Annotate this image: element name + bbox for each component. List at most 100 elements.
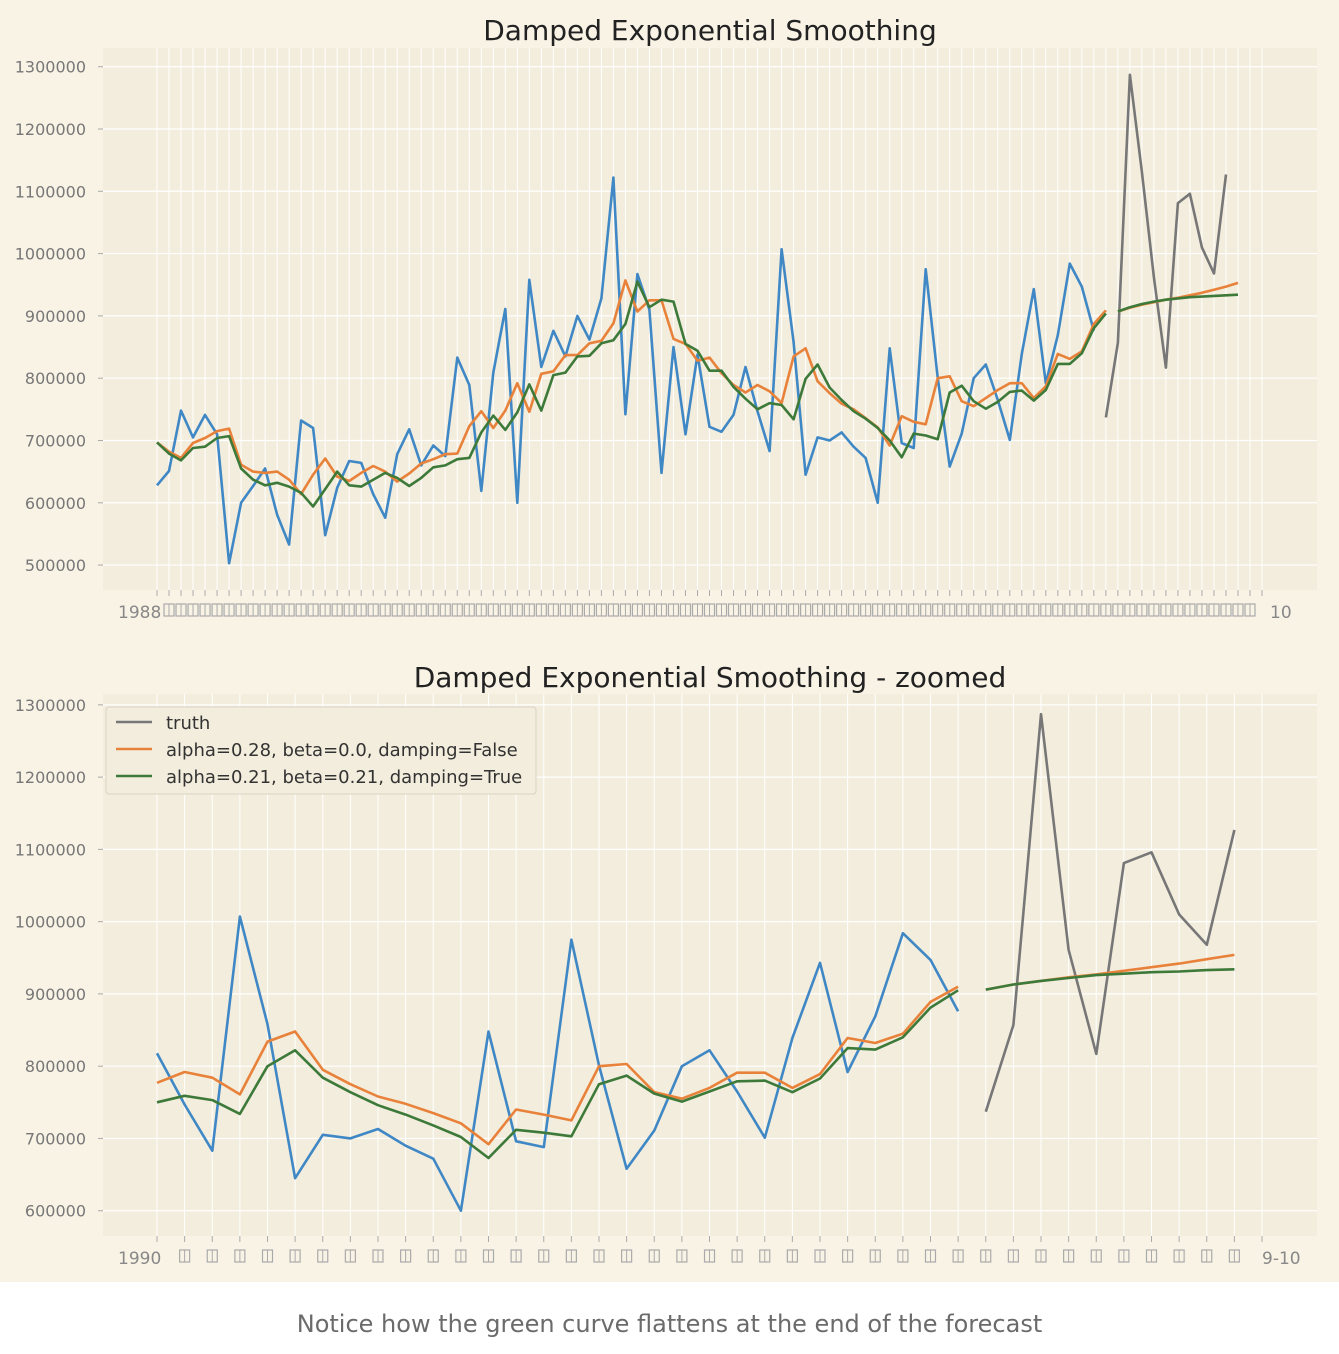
y-tick-label: 600000 [25, 1202, 86, 1221]
series-line-damping [156, 280, 1107, 508]
y-tick-label: 1200000 [15, 120, 86, 139]
x-tick-label-glyph [884, 603, 896, 617]
x-tick-label-glyph [271, 603, 283, 617]
y-tick-labels: 500000 600000 700000 800000 900000 1000000 110… [15, 58, 103, 575]
x-tick-label-glyph [307, 603, 319, 617]
x-tick-label-glyph [739, 603, 752, 617]
x-tick-label-glyph [1100, 603, 1112, 617]
x-tick-label-glyph [427, 1249, 439, 1263]
y-tick-label: 1200000 [15, 768, 86, 787]
y-tick-label: 1100000 [15, 840, 86, 859]
x-tick-label-glyph [1244, 603, 1256, 617]
series-line-damping [156, 989, 959, 1160]
x-tick-label-glyph [848, 603, 860, 617]
x-tick-label-glyph [872, 603, 884, 617]
figure-caption: Notice how the green curve flattens at t… [296, 1310, 1043, 1338]
x-tick-label-glyph [565, 1249, 577, 1263]
x-tick-labels: 1988 10 [118, 590, 1292, 623]
x-tick-label-glyph [463, 603, 475, 617]
x-tick-label-glyph [455, 1249, 467, 1263]
x-tick-label-glyph [842, 1249, 854, 1263]
x-tick-label-glyph [703, 1249, 716, 1263]
x-tick-label-glyph [897, 1249, 909, 1263]
x-tick-label-glyph [679, 603, 692, 617]
x-tick-label-glyph [944, 603, 956, 617]
x-tick-label-glyph [571, 603, 583, 617]
x-tick-label-glyph [223, 603, 235, 617]
chart-title: Damped Exponential Smoothing [483, 14, 936, 47]
x-tick-label-glyph [510, 1249, 522, 1263]
x-tick-label-glyph [163, 603, 175, 617]
x-tick-label-glyph [234, 1249, 246, 1263]
x-tick-label-glyph [1052, 603, 1064, 617]
x-tick-label-glyph [908, 603, 920, 617]
x-tick-label-glyph [1112, 603, 1124, 617]
x-tick-label-glyph [343, 603, 355, 617]
x-tick-label-glyph [1040, 603, 1052, 617]
x-tick-label-glyph [367, 603, 379, 617]
x-tick-label-glyph [824, 603, 836, 617]
x-tick-label-glyph [1035, 1249, 1047, 1263]
y-tick-label: 1300000 [15, 696, 86, 715]
x-tick-label-glyph [283, 603, 295, 617]
legend-label-no-damping: alpha=0.28, beta=0.0, damping=False [166, 740, 518, 761]
x-tick-label-glyph [206, 1249, 218, 1263]
x-tick-label-glyph [836, 603, 848, 617]
x-tick-label-glyph [1124, 603, 1136, 617]
x-tick-label-left: 1990 [118, 1249, 161, 1269]
x-tick-label-glyph [235, 603, 247, 617]
y-tick-label: 700000 [25, 431, 86, 450]
x-tick-label-glyph [980, 603, 992, 617]
x-tick-label-glyph [1184, 603, 1196, 617]
x-tick-label-glyph [667, 603, 680, 617]
figure: 500000 600000 700000 800000 900000 1000000 110… [0, 0, 1339, 1282]
x-tick-labels: 1990 9-10 [118, 1236, 1301, 1269]
x-tick-label-glyph [1208, 603, 1220, 617]
y-tick-labels: 600000 700000 800000 900000 1000000 1100000 12… [15, 696, 103, 1221]
x-tick-label-glyph [319, 603, 331, 617]
y-tick-label: 900000 [25, 307, 86, 326]
y-tick-label: 1000000 [15, 245, 86, 264]
series-line-observed [155, 915, 960, 1212]
x-tick-label-glyph [727, 603, 740, 617]
x-tick-label-glyph [261, 1249, 274, 1263]
x-tick-label-glyph [703, 603, 716, 617]
series-line-truth [1104, 73, 1228, 418]
x-tick-label-glyph [1004, 603, 1016, 617]
x-tick-label-glyph [1173, 1249, 1185, 1263]
x-tick-label-glyph [1063, 1249, 1075, 1263]
x-tick-label-glyph [344, 1249, 356, 1263]
x-tick-label-glyph [715, 603, 728, 617]
x-tick-label-glyph [259, 603, 271, 617]
y-tick-label: 700000 [25, 1129, 86, 1148]
x-tick-label-glyph [787, 603, 800, 617]
x-tick-label-glyph [920, 603, 932, 617]
y-tick-label: 1100000 [15, 182, 86, 201]
x-tick-label-glyph [814, 1249, 826, 1263]
series-line-no-damping [156, 279, 1107, 496]
x-tick-label-glyph [289, 1249, 301, 1263]
x-tick-label-glyph [379, 603, 391, 617]
x-tick-label-glyph [621, 1249, 633, 1263]
series-line-no-damping [156, 985, 959, 1146]
x-tick-label-glyph [451, 603, 463, 617]
y-tick-label: 1000000 [15, 913, 86, 932]
x-tick-label-glyph [247, 603, 259, 617]
x-tick-label-glyph [1145, 1249, 1158, 1263]
y-tick-label: 500000 [25, 556, 86, 575]
x-tick-label-glyph [1148, 603, 1160, 617]
x-tick-label-glyph [487, 603, 499, 617]
x-tick-label-glyph [619, 603, 632, 617]
series-lines [155, 712, 1236, 1212]
chart-full: 500000 600000 700000 800000 900000 1000000 110… [15, 14, 1317, 623]
chart-canvas: 500000 600000 700000 800000 900000 1000000 110… [15, 14, 1317, 1269]
series-line-damping-forecast [985, 968, 1235, 991]
x-tick-label-glyph [211, 603, 223, 617]
x-tick-label-glyph [1076, 603, 1088, 617]
x-tick-label-glyph [403, 603, 415, 617]
y-tick-label: 1300000 [15, 58, 86, 77]
x-tick-label-glyph [980, 1249, 992, 1263]
x-tick-label-glyph [869, 1249, 881, 1263]
x-tick-label-glyph [1136, 603, 1148, 617]
x-tick-label-glyph [992, 603, 1004, 617]
